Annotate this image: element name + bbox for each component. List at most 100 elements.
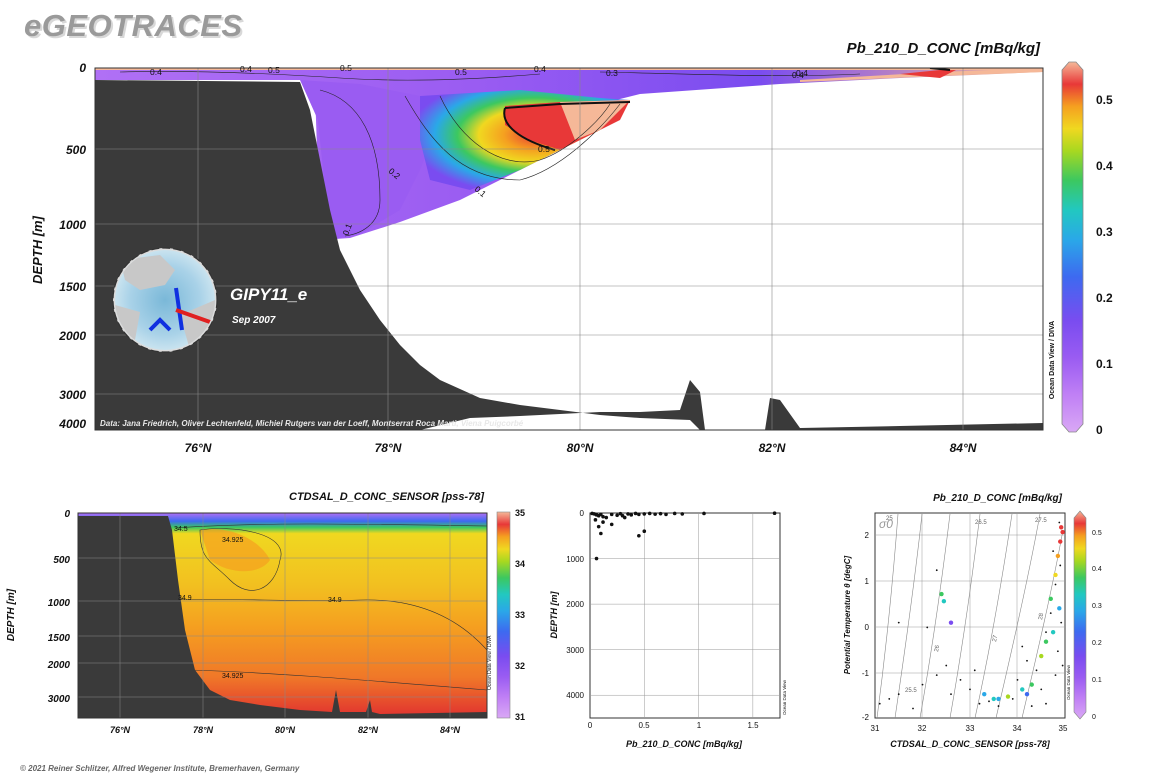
ts-point bbox=[1043, 639, 1049, 644]
scatter-point bbox=[637, 512, 641, 517]
bathymetry-shape bbox=[95, 68, 1043, 430]
svg-text:35: 35 bbox=[1059, 724, 1068, 733]
ts-point bbox=[1048, 596, 1053, 602]
svg-text:0.2: 0.2 bbox=[1092, 640, 1102, 647]
station-name: GIPY11_e bbox=[230, 285, 307, 304]
svg-text:0.5: 0.5 bbox=[638, 721, 650, 730]
svg-text:33: 33 bbox=[966, 724, 975, 733]
ts-sample-dot bbox=[935, 569, 938, 572]
ts-sample-dot bbox=[897, 621, 900, 624]
ts-sample-dot bbox=[1058, 521, 1061, 524]
svg-text:4000: 4000 bbox=[566, 691, 584, 700]
scatter-point bbox=[609, 512, 614, 517]
svg-text:33: 33 bbox=[515, 610, 525, 620]
scatter-point bbox=[772, 511, 777, 516]
ts-point bbox=[1050, 629, 1056, 635]
ts-point bbox=[941, 598, 947, 604]
ts-point bbox=[1029, 682, 1034, 687]
svg-text:0: 0 bbox=[64, 509, 70, 520]
ts-sample-dot bbox=[997, 705, 1000, 707]
ts-sample-dot bbox=[1026, 659, 1028, 662]
ts-y-label: Potential Temperature θ [degC] bbox=[843, 555, 852, 674]
ts-colorbar-ticks: 0.5 0.4 0.3 0.2 0.1 0 bbox=[1092, 530, 1102, 721]
scatter-y-ticks: 0 1000 2000 3000 4000 bbox=[566, 509, 584, 700]
brand-shadow: eGEOTRACES bbox=[26, 10, 245, 45]
scatter-plot bbox=[589, 511, 781, 719]
sal-plot-frame bbox=[77, 512, 488, 719]
main-y-label: DEPTH [m] bbox=[30, 215, 45, 284]
ts-odv-label: Ocean Data View bbox=[1066, 664, 1071, 700]
sal-contour-labels: 34.925 34.9 34.9 34.925 34.5 bbox=[174, 526, 342, 680]
ts-sample-dot bbox=[926, 626, 929, 629]
svg-text:1500: 1500 bbox=[48, 633, 71, 644]
ts-point bbox=[1059, 525, 1064, 530]
svg-text:0.5: 0.5 bbox=[340, 63, 352, 73]
ts-sample-dot bbox=[921, 683, 924, 686]
svg-text:84°N: 84°N bbox=[440, 725, 461, 735]
sal-y-label: DEPTH [m] bbox=[6, 588, 17, 641]
sal-y-ticks: 0 500 1000 1500 2000 3000 bbox=[47, 509, 71, 705]
scatter-point bbox=[680, 512, 685, 516]
svg-text:0.1: 0.1 bbox=[1092, 677, 1102, 684]
ts-point bbox=[996, 696, 1001, 702]
svg-text:82°N: 82°N bbox=[759, 441, 786, 455]
ts-sample-dot bbox=[1049, 612, 1052, 615]
scatter-x-ticks: 0 0.5 1 1.5 bbox=[588, 721, 759, 730]
svg-text:1500: 1500 bbox=[59, 280, 86, 294]
ts-sample-dot bbox=[1040, 688, 1043, 691]
scatter-point bbox=[664, 512, 668, 517]
scatter-point bbox=[653, 512, 657, 516]
ts-point bbox=[1020, 687, 1025, 692]
svg-text:2000: 2000 bbox=[47, 660, 71, 671]
svg-text:-1: -1 bbox=[862, 669, 870, 678]
svg-text:0.5: 0.5 bbox=[1096, 93, 1113, 107]
svg-text:0.4: 0.4 bbox=[240, 64, 252, 74]
ts-point bbox=[1058, 539, 1063, 544]
ts-sample-dot bbox=[959, 678, 962, 681]
ts-point bbox=[1005, 694, 1011, 699]
ts-sample-dot bbox=[1035, 669, 1038, 672]
svg-text:26: 26 bbox=[934, 644, 941, 652]
svg-text:0: 0 bbox=[1096, 423, 1103, 437]
ts-sample-dot bbox=[1021, 645, 1024, 648]
svg-text:84°N: 84°N bbox=[950, 441, 977, 455]
scatter-point bbox=[633, 511, 638, 516]
scatter-point bbox=[593, 518, 598, 522]
ts-sample-dot bbox=[1061, 664, 1064, 667]
svg-text:28: 28 bbox=[1038, 612, 1045, 620]
ts-sample-dot bbox=[1056, 650, 1059, 653]
svg-text:34: 34 bbox=[1013, 724, 1022, 733]
scatter-point bbox=[642, 529, 647, 534]
scatter-point bbox=[637, 533, 641, 538]
svg-text:2000: 2000 bbox=[58, 329, 86, 343]
ts-sample-dot bbox=[935, 674, 938, 676]
sal-colorbar bbox=[496, 511, 511, 719]
ts-point bbox=[991, 696, 996, 702]
scatter-point bbox=[642, 512, 647, 516]
ts-y-ticks: 2 1 0 -1 -2 bbox=[862, 531, 870, 722]
main-y-ticks: 0 500 1000 1500 2000 3000 4000 bbox=[58, 61, 86, 431]
svg-text:34.5: 34.5 bbox=[174, 526, 188, 533]
svg-text:0.4: 0.4 bbox=[1096, 159, 1113, 173]
svg-text:0.2: 0.2 bbox=[1096, 291, 1113, 305]
svg-text:76°N: 76°N bbox=[185, 441, 212, 455]
copyright-footer: © 2021 Reiner Schlitzer, Alfred Wegener … bbox=[20, 764, 300, 773]
ts-sigma-label: σ0 bbox=[879, 517, 893, 531]
svg-text:2: 2 bbox=[865, 531, 870, 540]
scatter-point bbox=[601, 520, 605, 524]
ts-sample-dot bbox=[1011, 698, 1014, 700]
svg-text:0.1: 0.1 bbox=[1096, 357, 1113, 371]
svg-text:35: 35 bbox=[515, 508, 525, 518]
svg-text:0.4: 0.4 bbox=[534, 64, 546, 74]
ts-sample-dot bbox=[912, 707, 914, 710]
ts-sample-dot bbox=[1052, 550, 1055, 553]
svg-text:32: 32 bbox=[515, 661, 525, 671]
ts-x-ticks: 31 32 33 34 35 bbox=[871, 724, 1068, 733]
ts-point bbox=[1055, 553, 1061, 559]
svg-text:34.925: 34.925 bbox=[222, 673, 244, 680]
ts-sample-dot bbox=[1045, 631, 1047, 634]
ts-sample-dot bbox=[1060, 621, 1063, 624]
svg-text:31: 31 bbox=[871, 724, 880, 733]
